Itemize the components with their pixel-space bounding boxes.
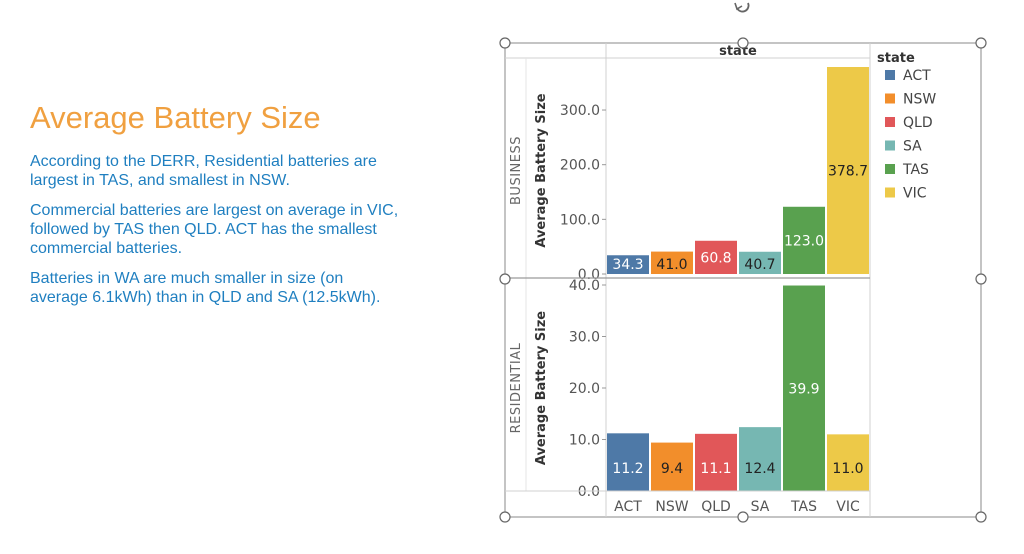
y-tick-label: 300.0 — [560, 103, 600, 119]
x-tick-label: SA — [751, 499, 770, 515]
y-tick-label: 30.0 — [569, 330, 600, 346]
legend-swatch-act — [885, 70, 895, 80]
y-tick-label: 40.0 — [569, 278, 600, 294]
slide-title: Average Battery Size — [30, 100, 321, 135]
bar-tas — [783, 285, 825, 491]
legend-swatch-qld — [885, 117, 895, 127]
data-label-vic: 378.7 — [828, 164, 868, 180]
y-tick-label: 100.0 — [560, 212, 600, 228]
resize-handle[interactable] — [737, 37, 749, 49]
resize-handle[interactable] — [975, 511, 987, 523]
legend-title: state — [877, 51, 915, 66]
x-tick-label: ACT — [614, 499, 642, 515]
bar-vic — [827, 67, 869, 274]
body-paragraph: Batteries in WA are much smaller in size… — [30, 270, 381, 306]
legend-item-act: ACT — [903, 68, 931, 84]
y-axis-title: Average Battery Size — [534, 93, 549, 247]
rotate-arrow-icon — [734, 2, 743, 11]
bar-act — [607, 433, 649, 491]
resize-handle[interactable] — [975, 273, 987, 285]
body-paragraph: Commercial batteries are largest on aver… — [30, 202, 399, 257]
y-tick-label: 10.0 — [569, 433, 600, 449]
legend-item-qld: QLD — [903, 115, 933, 131]
bar-qld — [695, 240, 737, 274]
legend-item-nsw: NSW — [903, 92, 936, 108]
legend-item-tas: TAS — [902, 162, 929, 178]
legend-swatch-sa — [885, 140, 895, 151]
resize-handle[interactable] — [737, 511, 749, 523]
data-label-vic: 11.0 — [832, 461, 863, 477]
data-label-sa: 40.7 — [744, 257, 775, 273]
legend-item-sa: SA — [903, 139, 922, 155]
data-label-qld: 60.8 — [700, 250, 731, 266]
data-label-qld: 11.1 — [700, 461, 731, 477]
x-tick-label: QLD — [701, 499, 731, 515]
data-label-sa: 12.4 — [744, 461, 775, 477]
column-header: state — [719, 44, 757, 59]
resize-handle[interactable] — [499, 37, 511, 49]
bar-act — [607, 255, 649, 274]
resize-handle[interactable] — [499, 511, 511, 523]
bar-nsw — [651, 251, 693, 274]
rotate-icon[interactable] — [736, 2, 750, 13]
bar-nsw — [651, 442, 693, 491]
legend-item-vic: VIC — [903, 186, 927, 202]
body-paragraph: According to the DERR, Residential batte… — [30, 153, 377, 189]
y-tick-label: 0.0 — [578, 484, 600, 500]
y-tick-label: 200.0 — [560, 158, 600, 174]
resize-handle[interactable] — [975, 37, 987, 49]
bar-tas — [783, 206, 825, 274]
bar-sa — [739, 251, 781, 274]
resize-handle[interactable] — [499, 273, 511, 285]
x-tick-label: VIC — [836, 499, 860, 515]
y-axis-title: Average Battery Size — [534, 311, 549, 465]
bar-qld — [695, 433, 737, 491]
data-label-act: 11.2 — [612, 461, 643, 477]
x-tick-label: TAS — [790, 499, 817, 515]
data-label-nsw: 9.4 — [661, 461, 683, 477]
data-label-tas: 39.9 — [788, 381, 819, 397]
legend-swatch-tas — [885, 164, 895, 174]
y-tick-label: 20.0 — [569, 381, 600, 397]
bar-sa — [739, 427, 781, 491]
data-label-act: 34.3 — [612, 257, 643, 273]
bar-vic — [827, 434, 869, 491]
data-label-tas: 123.0 — [784, 233, 824, 249]
y-tick-label: 0.0 — [578, 267, 600, 283]
data-label-nsw: 41.0 — [656, 257, 687, 273]
slide-body: According to the DERR, Residential batte… — [30, 152, 400, 318]
legend-swatch-vic — [885, 187, 895, 198]
x-tick-label: NSW — [655, 499, 688, 515]
row-label: BUSINESS — [509, 136, 524, 205]
legend-swatch-nsw — [885, 93, 895, 104]
row-label: RESIDENTIAL — [509, 342, 524, 433]
